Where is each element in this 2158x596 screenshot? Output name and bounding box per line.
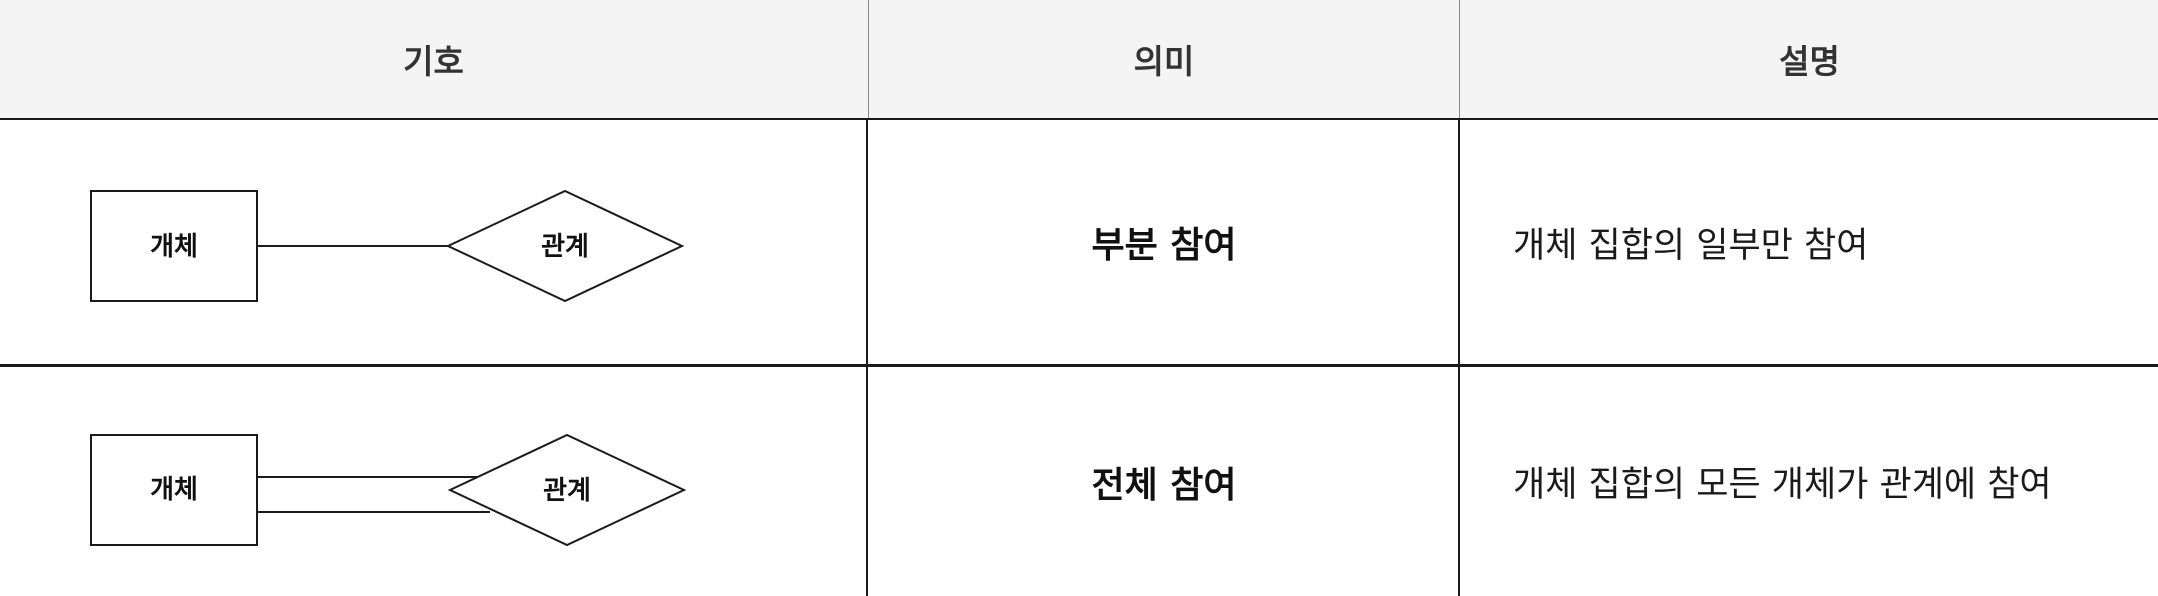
- header-symbol: 기호: [403, 42, 464, 81]
- relationship-diamond: [447, 433, 687, 547]
- entity-label: 개체: [150, 475, 198, 505]
- table-header-row: 기호 의미 설명: [0, 0, 2158, 120]
- table-row-total-participation: 개체 관계 전체 참여 개체 집합의 모든 개체가 관계에 참여: [0, 367, 2158, 596]
- entity-box: [90, 190, 258, 302]
- header-description: 설명: [1779, 42, 1840, 81]
- symbol-cell: 개체 관계: [0, 367, 866, 596]
- header-meaning: 의미: [1133, 42, 1195, 81]
- relationship-label: 관계: [543, 476, 591, 506]
- table-row-partial-participation: 개체 관계 부분 참여 개체 집합의 일부만 참여: [0, 120, 2158, 367]
- relationship-diamond: [445, 189, 685, 303]
- meaning-cell: 전체 참여: [1091, 464, 1237, 506]
- header-column-divider: [1459, 0, 1460, 118]
- header-column-divider: [868, 0, 869, 118]
- relationship-label: 관계: [541, 232, 589, 262]
- partial-participation-symbol: 개체 관계: [90, 189, 685, 303]
- entity-box: [90, 434, 258, 546]
- total-participation-symbol: 개체 관계: [90, 433, 687, 547]
- column-divider: [1458, 118, 1460, 596]
- description-cell: 개체 집합의 일부만 참여: [1513, 225, 1869, 266]
- column-divider: [866, 118, 868, 596]
- description-cell: 개체 집합의 모든 개체가 관계에 참여: [1513, 465, 2052, 505]
- symbol-cell: 개체 관계: [0, 120, 866, 364]
- meaning-cell: 부분 참여: [1091, 225, 1237, 266]
- entity-label: 개체: [150, 232, 198, 262]
